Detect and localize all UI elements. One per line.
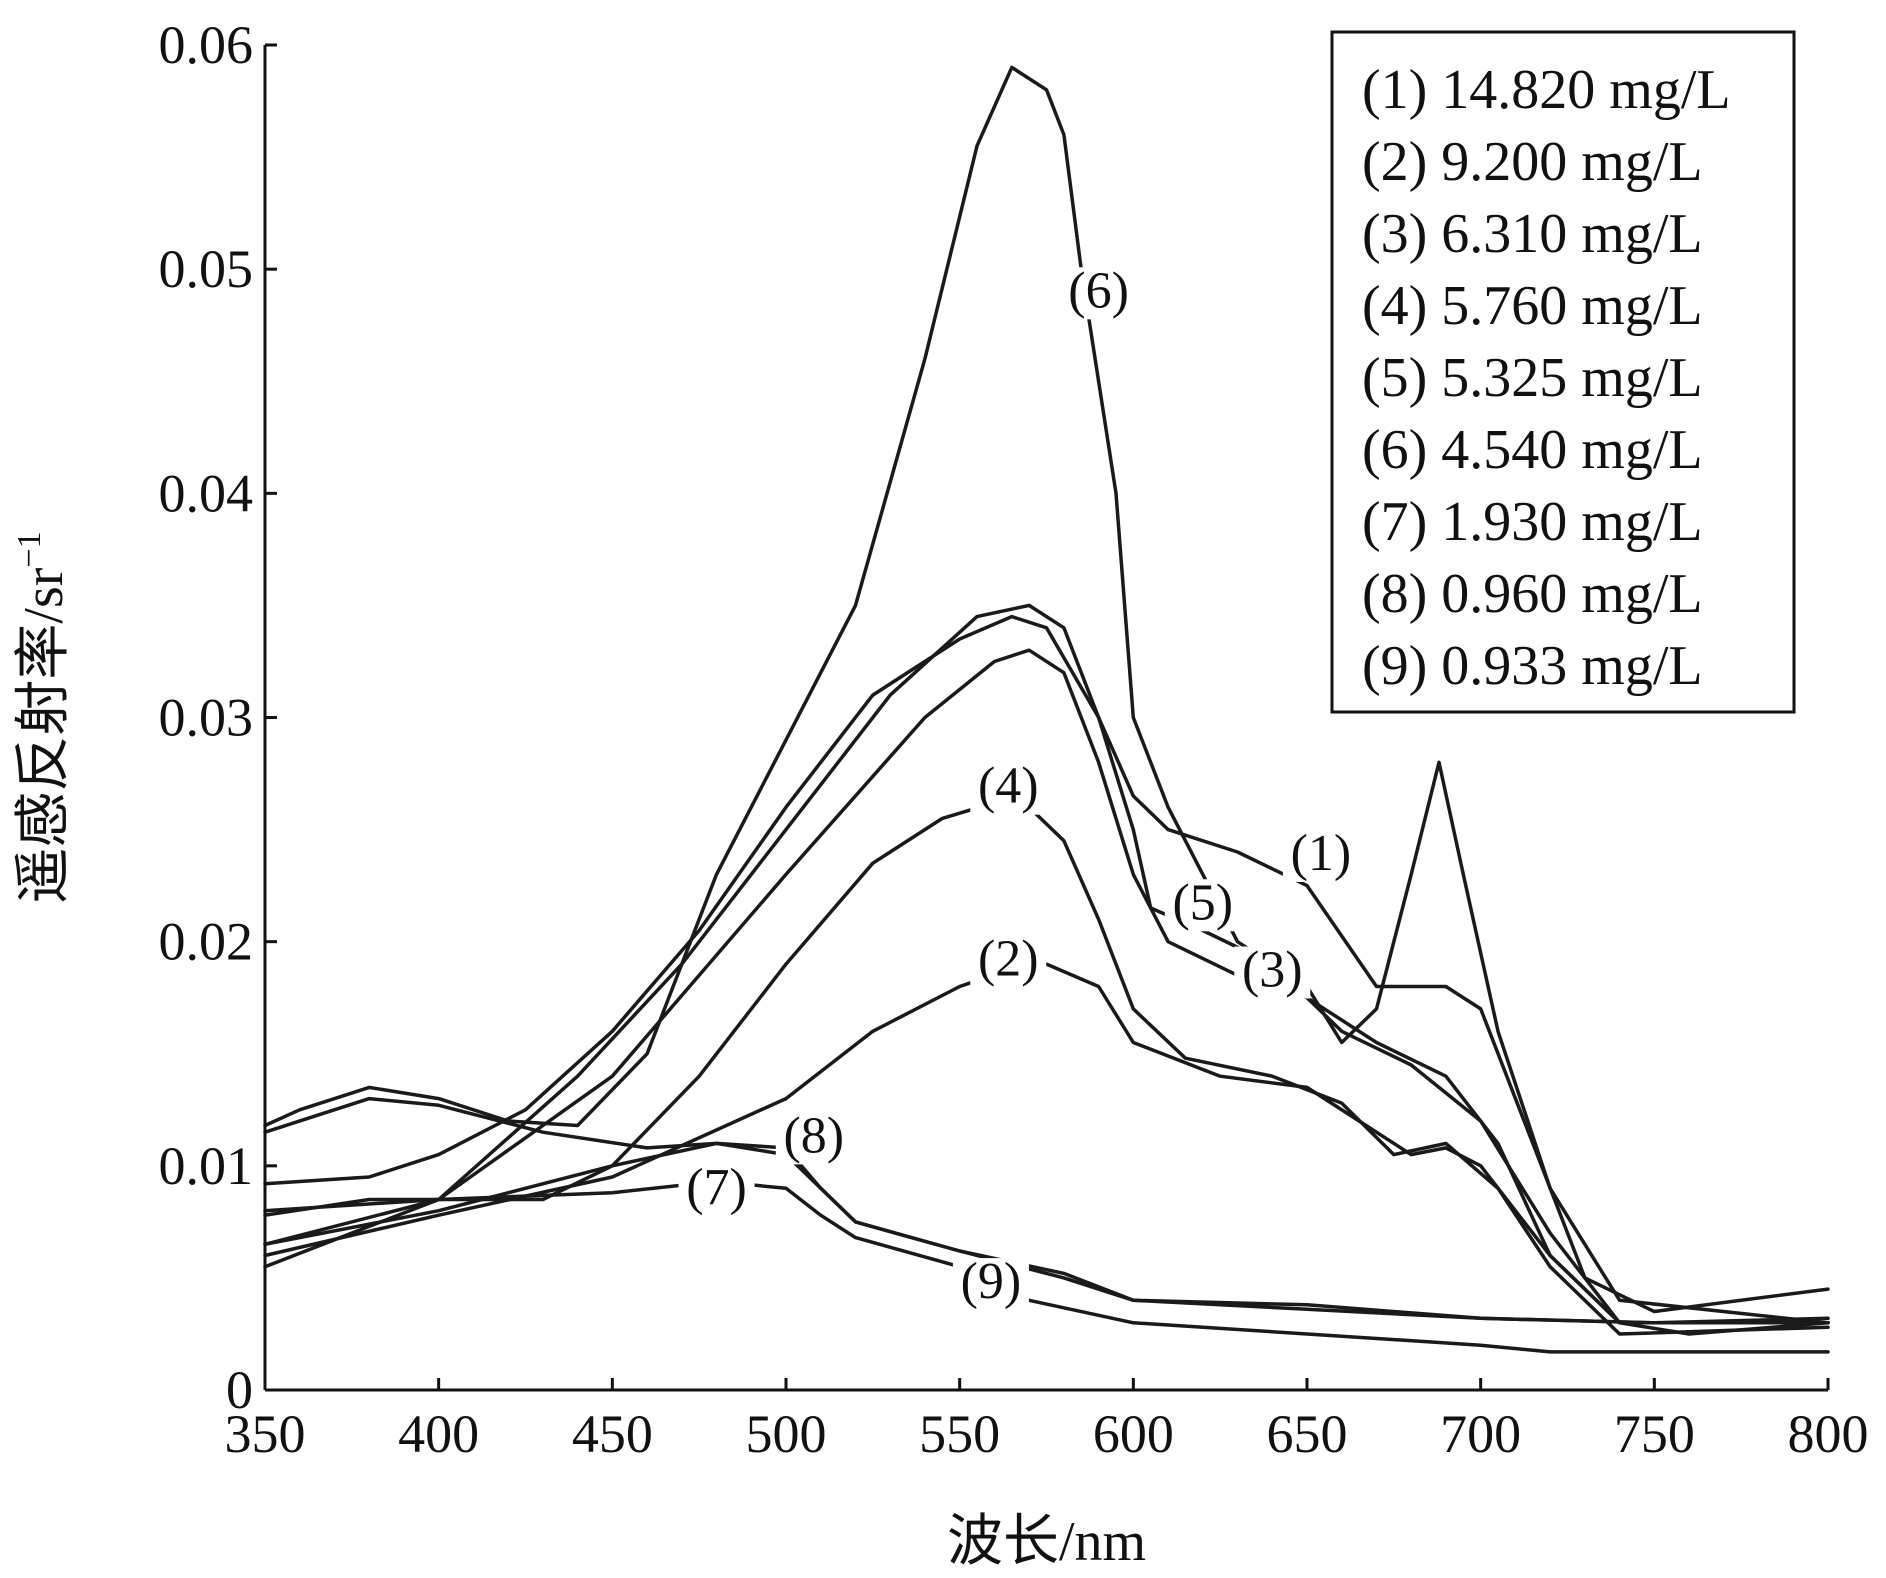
series-line-9: [263, 1179, 1830, 1354]
curve-label: (5): [1172, 874, 1233, 931]
series-line-8: [263, 1096, 1830, 1325]
x-tick-label: 450: [572, 1404, 653, 1464]
curve-label-background: [1282, 829, 1359, 882]
series-line-5: [263, 603, 1830, 1325]
curve-label: (7): [686, 1159, 747, 1216]
legend-entry: (2) 9.200 mg/L: [1362, 131, 1703, 193]
y-tick-label: 0.05: [159, 239, 254, 299]
curve-label-background: [1060, 267, 1137, 320]
legend: (1) 14.820 mg/L (2) 9.200 mg/L (3) 6.310 m…: [1330, 30, 1796, 714]
curve-label-background: [775, 1112, 852, 1165]
legend-entry: (8) 0.960 mg/L: [1362, 563, 1703, 625]
legend-entry: (5) 5.325 mg/L: [1362, 347, 1703, 409]
legend-entry: (3) 6.310 mg/L: [1362, 203, 1703, 265]
x-tick-label: 600: [1093, 1404, 1174, 1464]
x-tick-label: 750: [1614, 1404, 1695, 1464]
x-tick-label: 800: [1788, 1404, 1869, 1464]
series-line-3: [263, 648, 1830, 1325]
x-tick-label: 400: [398, 1404, 479, 1464]
y-axis-title-superscript: −1: [11, 531, 48, 567]
curve-label: (4): [978, 758, 1039, 815]
x-axis-title: 波长/nm: [947, 1511, 1146, 1573]
series-line-2: [263, 962, 1830, 1336]
curve-label: (2): [978, 930, 1039, 987]
y-tick-label: 0.06: [159, 15, 254, 75]
curve-label-background: [970, 935, 1047, 988]
legend-entry: (9) 0.933 mg/L: [1362, 635, 1703, 697]
axes: 350 400 450 500 550 600 650 700 750 800 0 0.01 0.02 0…: [159, 15, 1869, 1464]
curve-labels: (1) (2) (3) (4) (5) (6) (7) (8) (9): [678, 262, 1359, 1311]
legend-entry: (1) 14.820 mg/L: [1362, 59, 1731, 121]
curve-label: (3): [1242, 942, 1303, 999]
y-tick-label: 0.02: [159, 912, 254, 972]
x-tick-label: 700: [1440, 1404, 1521, 1464]
curve-label-background: [1164, 879, 1241, 932]
legend-entry: (4) 5.760 mg/L: [1362, 275, 1703, 337]
curve-label-background: [952, 1258, 1029, 1311]
y-axis-title: 遥感反射率/sr−1: [11, 531, 75, 903]
curve-label-background: [970, 762, 1047, 815]
x-tick-label: 350: [225, 1404, 306, 1464]
x-tick-label: 500: [746, 1404, 827, 1464]
legend-box: [1330, 30, 1796, 714]
y-tick-label: 0.03: [159, 688, 254, 748]
series-line-6: [263, 65, 1830, 1325]
curve-label: (9): [961, 1253, 1022, 1310]
x-tick-label: 650: [1267, 1404, 1348, 1464]
curve-label-background: [1234, 946, 1311, 999]
legend-entry: (7) 1.930 mg/L: [1362, 491, 1703, 553]
curve-label: (8): [783, 1107, 844, 1164]
y-tick-label: 0.01: [159, 1136, 254, 1196]
curve-label: (6): [1068, 262, 1129, 319]
legend-entry: (6) 4.540 mg/L: [1362, 419, 1703, 481]
y-axis-title-main: 遥感反射率/sr: [13, 567, 75, 903]
x-tick-label: 550: [919, 1404, 1000, 1464]
curve-label: (1): [1291, 825, 1352, 882]
y-tick-label: 0: [226, 1360, 253, 1420]
series-line-4: [263, 800, 1830, 1336]
y-tick-label: 0.04: [159, 463, 254, 523]
curve-label-background: [678, 1163, 755, 1216]
